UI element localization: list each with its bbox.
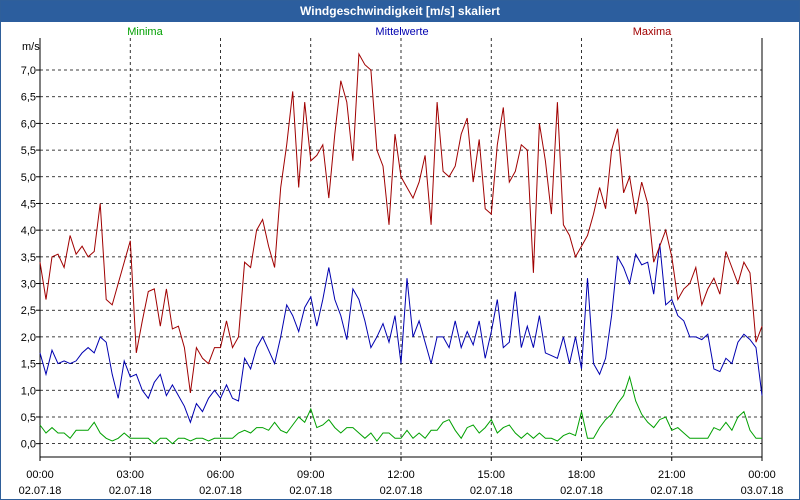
- y-tick-label: 5,0: [21, 172, 36, 184]
- y-tick-label: 1,0: [21, 385, 36, 397]
- y-tick-label: 0,0: [21, 439, 36, 451]
- legend-minima: Minima: [127, 26, 163, 38]
- x-tick-date: 02.07.18: [109, 485, 152, 497]
- x-tick-time: 00:00: [748, 469, 776, 481]
- x-tick-date: 02.07.18: [19, 485, 62, 497]
- y-tick-labels: 0,0 0,5 1,0 1,5 2,0 2,5 3,0 3,5 4,0 4,5 5,0 5,5 6,0 6…: [21, 65, 36, 451]
- y-tick-label: 3,5: [21, 252, 36, 264]
- chart-title: Windgeschwindigkeit [m/s] skaliert: [1, 1, 799, 22]
- y-tick-label: 2,5: [21, 305, 36, 317]
- x-tick-date: 02.07.18: [470, 485, 513, 497]
- x-tick-date: 03.07.18: [741, 485, 784, 497]
- y-tick-label: 2,0: [21, 332, 36, 344]
- x-tick-date: 02.07.18: [289, 485, 332, 497]
- y-tick-label: 4,0: [21, 225, 36, 237]
- x-tick-time: 03:00: [116, 469, 144, 481]
- legend-mittelwerte: Mittelwerte: [375, 26, 428, 38]
- legend-maxima: Maxima: [633, 26, 672, 38]
- y-tick-label: 3,0: [21, 279, 36, 291]
- y-tick-label: 6,5: [21, 92, 36, 104]
- y-tick-label: 7,0: [21, 65, 36, 77]
- x-tick-labels: 00:00 02.07.18 03:00 02.07.18 06:00 02.07.18 0…: [19, 469, 784, 497]
- grid-lines: [40, 38, 762, 457]
- x-tick-date: 02.07.18: [650, 485, 693, 497]
- legend: Minima Mittelwerte Maxima: [127, 26, 672, 38]
- axes: [36, 38, 763, 461]
- series-line-maxima: [39, 52, 763, 393]
- x-tick-time: 18:00: [568, 469, 596, 481]
- series-line-mittelwerte: [39, 243, 763, 424]
- x-tick-time: 15:00: [477, 469, 505, 481]
- y-tick-label: 5,5: [21, 145, 36, 157]
- x-tick-date: 02.07.18: [380, 485, 423, 497]
- x-tick-time: 09:00: [297, 469, 325, 481]
- y-tick-label: 6,0: [21, 118, 36, 130]
- x-tick-date: 02.07.18: [199, 485, 242, 497]
- series-lines: [39, 52, 763, 445]
- x-tick-time: 21:00: [658, 469, 686, 481]
- y-tick-label: 0,5: [21, 412, 36, 424]
- y-tick-label: 4,5: [21, 198, 36, 210]
- x-tick-date: 02.07.18: [560, 485, 603, 497]
- x-tick-time: 00:00: [26, 469, 54, 481]
- x-tick-time: 06:00: [207, 469, 235, 481]
- x-tick-time: 12:00: [387, 469, 415, 481]
- y-tick-label: 1,5: [21, 359, 36, 371]
- series-line-minima: [39, 375, 762, 445]
- y-axis-label: m/s: [22, 41, 40, 53]
